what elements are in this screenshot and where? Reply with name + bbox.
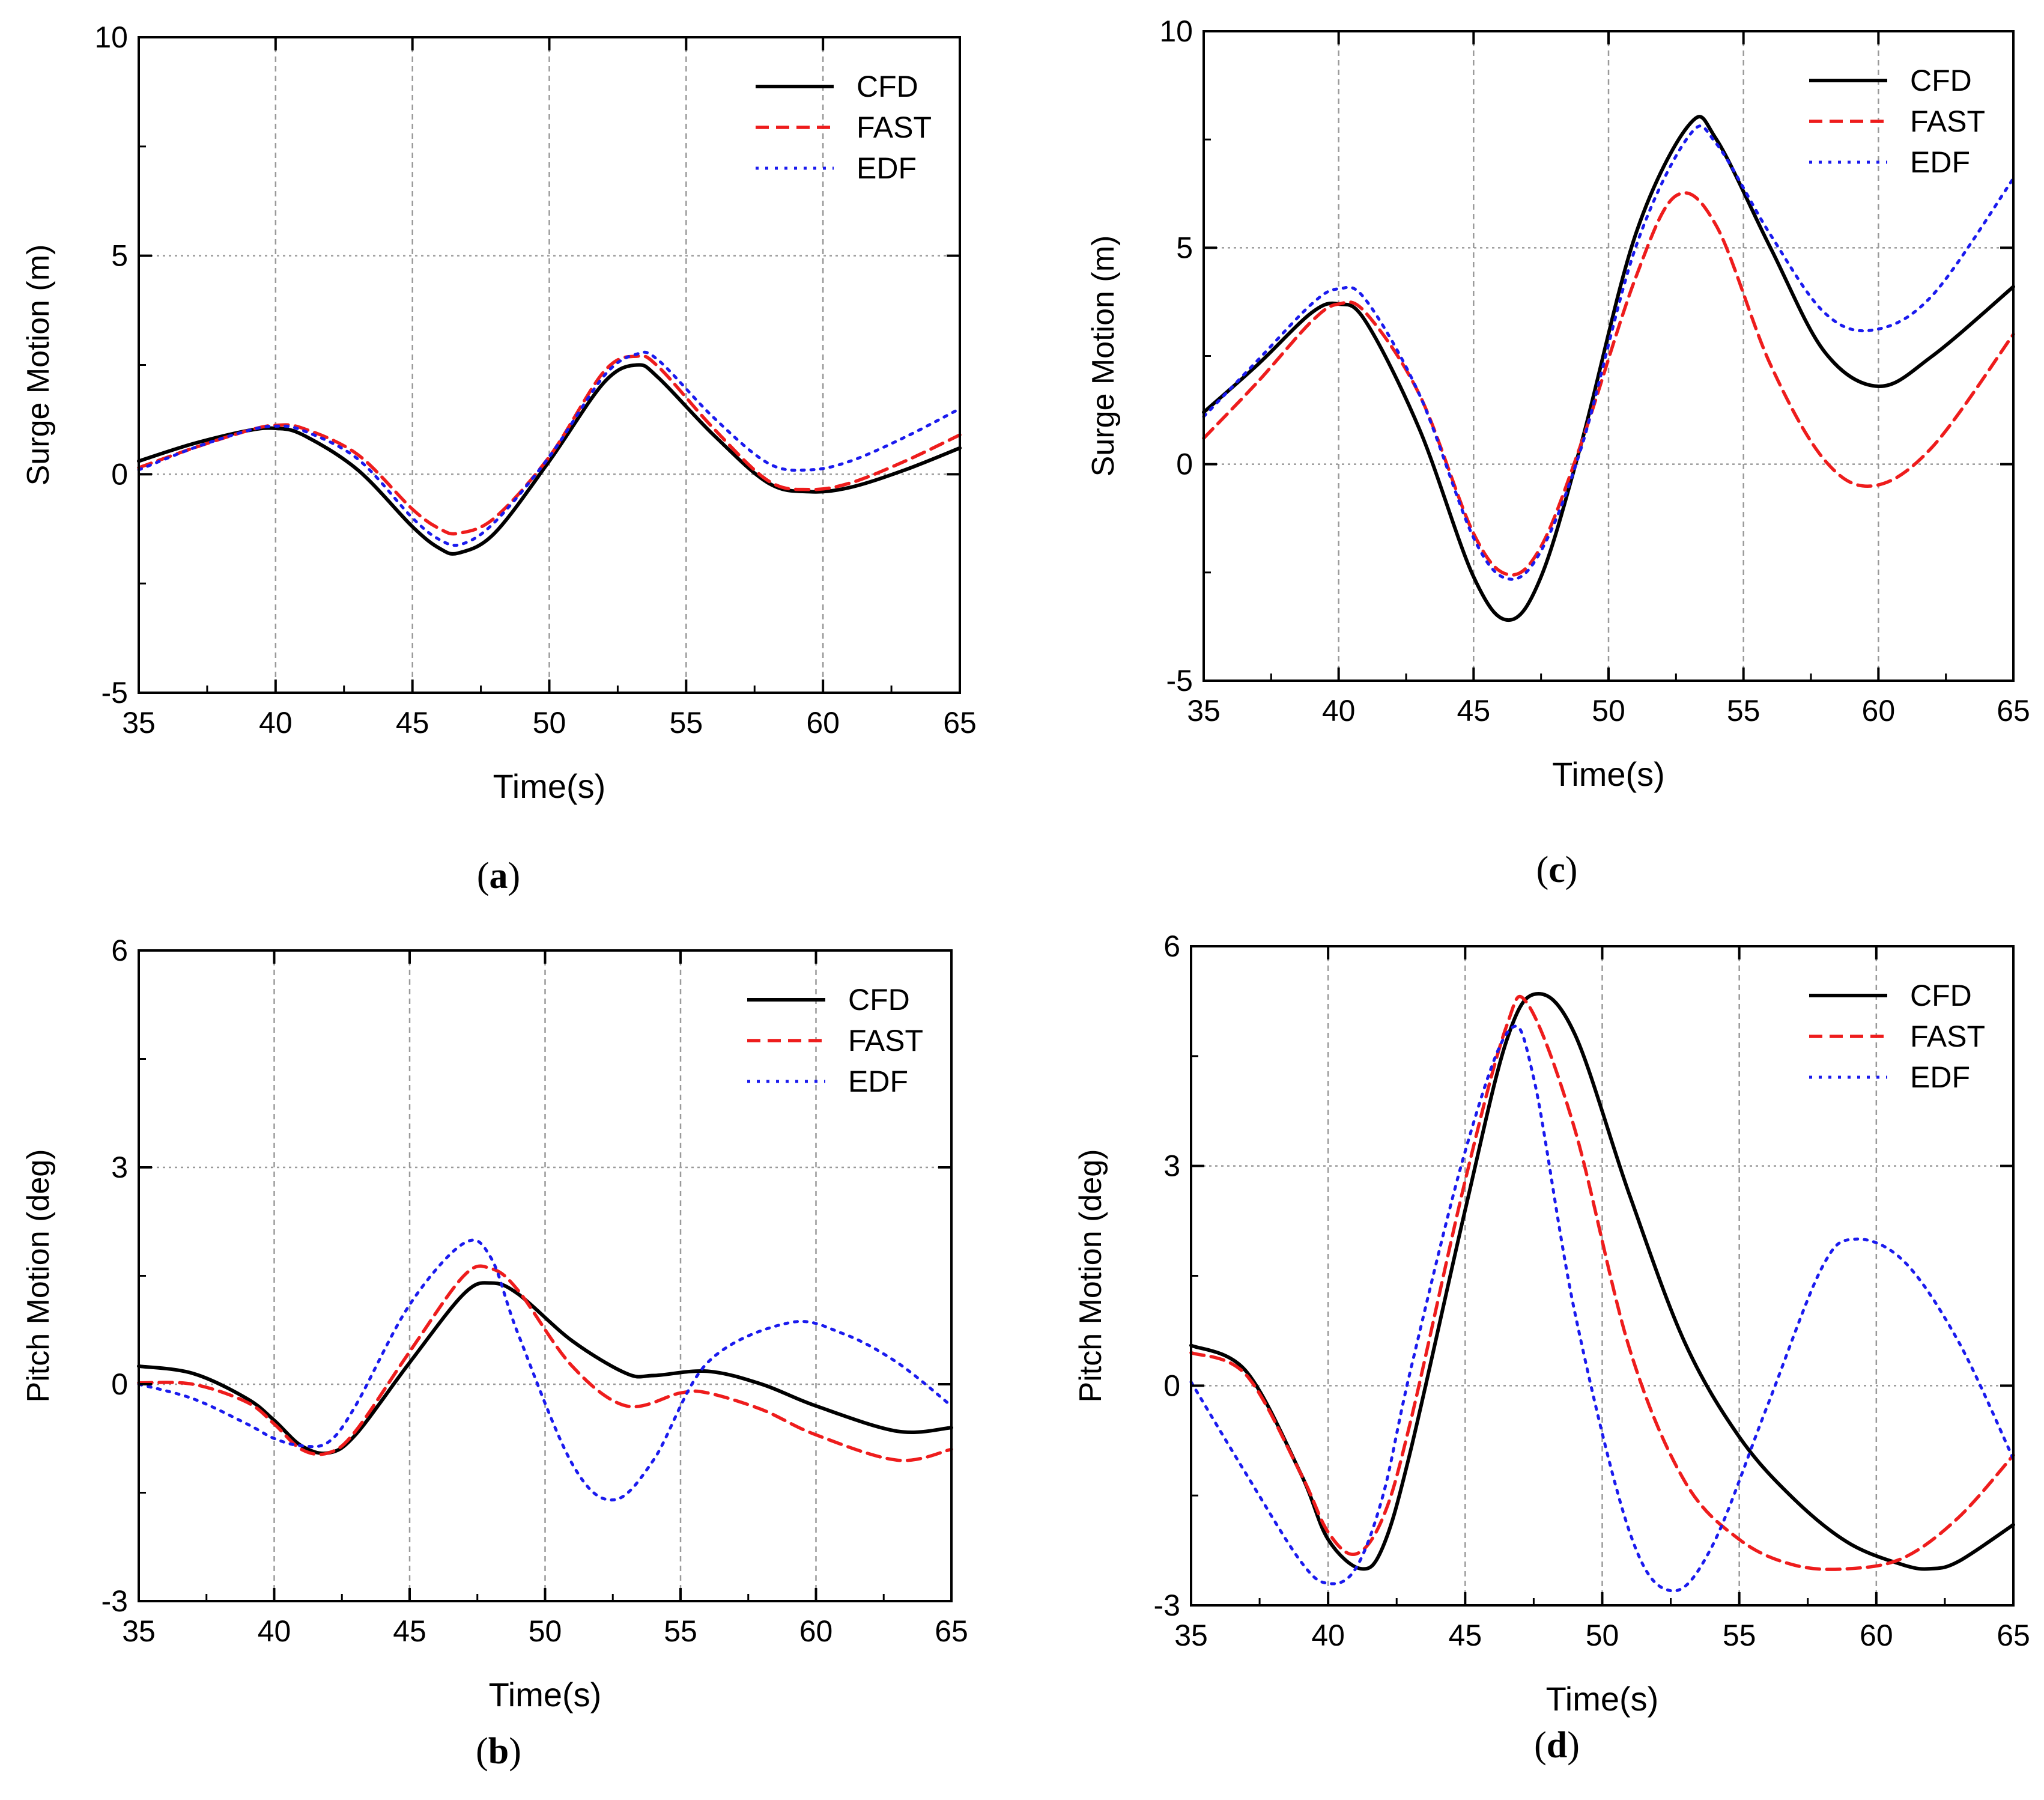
series-line-edf	[1202, 124, 2015, 581]
y-tick-label: 0	[1163, 1369, 1180, 1402]
legend-label-fast: FAST	[857, 111, 932, 144]
x-axis-label: Time(s)	[1552, 755, 1665, 793]
x-axis-label: Time(s)	[493, 767, 606, 805]
x-tick-label: 55	[664, 1614, 697, 1648]
x-tick-label: 50	[1592, 694, 1625, 728]
y-tick-label: 5	[1176, 231, 1193, 264]
x-tick-label: 55	[1723, 1619, 1756, 1652]
chart-c: 35 40 45 50 55 60 65 -5 0 5 10 Time(s) Surge Motion …	[1086, 14, 2030, 890]
panel-caption: (d)	[1534, 1725, 1580, 1766]
y-tick-label: 10	[1159, 14, 1193, 48]
x-tick-label: 60	[799, 1614, 833, 1648]
y-tick-label: 3	[111, 1151, 128, 1184]
series-line-cfd	[1189, 992, 2015, 1571]
x-tick-label: 65	[1997, 1619, 2030, 1652]
y-axis-label: Pitch Motion (deg)	[1073, 1149, 1108, 1403]
x-tick-label: 45	[396, 706, 429, 740]
legend-label-cfd: CFD	[857, 70, 918, 103]
y-tick-label: 6	[1163, 929, 1180, 963]
y-tick-label: -3	[102, 1584, 128, 1618]
x-tick-label: 35	[122, 1614, 156, 1648]
y-tick-label: 6	[111, 934, 128, 967]
x-tick-label: 35	[1187, 694, 1221, 728]
legend-label-fast: FAST	[1910, 105, 1985, 138]
y-axis-label: Surge Motion (m)	[21, 245, 56, 486]
x-tick-label: 45	[393, 1614, 426, 1648]
y-tick-label: 5	[111, 239, 128, 273]
legend-label-cfd: CFD	[848, 983, 910, 1017]
x-tick-label: 65	[935, 1614, 968, 1648]
x-tick-label: 55	[670, 706, 703, 740]
series-line-edf	[137, 1238, 953, 1502]
series-line-cfd	[137, 363, 962, 556]
series-line-fast	[1189, 994, 2015, 1571]
y-tick-label: -3	[1154, 1589, 1180, 1622]
panel-caption: (a)	[477, 856, 520, 896]
x-tick-label: 60	[1860, 1619, 1893, 1652]
chart-d: 35 40 45 50 55 60 65 -3 0 3 6 Time(s) Pitch Motion (…	[1073, 929, 2030, 1766]
x-tick-label: 45	[1449, 1619, 1482, 1652]
panel-caption: (b)	[476, 1731, 521, 1772]
x-tick-label: 50	[529, 1614, 562, 1648]
x-tick-label: 40	[259, 706, 293, 740]
y-axis-label: Pitch Motion (deg)	[21, 1149, 56, 1403]
legend-label-edf: EDF	[857, 151, 917, 185]
series-line-cfd	[137, 1281, 953, 1456]
chart-a: 35 40 45 50 55 60 65 -5 0 5 10 Time(s) Surge Motion …	[21, 20, 977, 896]
x-tick-label: 40	[1322, 694, 1356, 728]
legend-label-edf: EDF	[1910, 1060, 1970, 1094]
series-line-edf	[1189, 1024, 2015, 1593]
y-tick-label: 10	[94, 20, 128, 54]
legend-label-cfd: CFD	[1910, 979, 1972, 1012]
legend-label-cfd: CFD	[1910, 64, 1972, 97]
x-tick-label: 60	[1862, 694, 1896, 728]
legend-label-edf: EDF	[848, 1065, 908, 1098]
legend-label-fast: FAST	[848, 1024, 923, 1057]
x-axis-label: Time(s)	[489, 1676, 602, 1713]
x-tick-label: 60	[806, 706, 840, 740]
y-tick-label: 0	[111, 1367, 128, 1401]
x-tick-label: 35	[122, 706, 156, 740]
x-tick-label: 40	[258, 1614, 291, 1648]
y-axis-label: Surge Motion (m)	[1086, 236, 1121, 477]
panel-caption: (c)	[1536, 850, 1578, 890]
x-tick-label: 40	[1311, 1619, 1345, 1652]
x-tick-label: 65	[943, 706, 977, 740]
x-tick-label: 50	[1586, 1619, 1619, 1652]
x-tick-label: 65	[1997, 694, 2030, 728]
y-tick-label: 0	[1176, 448, 1193, 481]
y-tick-label: -5	[102, 676, 128, 710]
y-tick-label: -5	[1166, 664, 1193, 698]
legend-label-edf: EDF	[1910, 145, 1970, 179]
y-tick-label: 3	[1163, 1149, 1180, 1183]
x-axis-label: Time(s)	[1546, 1680, 1659, 1718]
x-tick-label: 45	[1457, 694, 1491, 728]
series-line-edf	[137, 350, 962, 547]
x-tick-label: 55	[1727, 694, 1760, 728]
series-line-fast	[137, 1264, 953, 1462]
y-tick-label: 0	[111, 457, 128, 491]
x-tick-label: 50	[533, 706, 566, 740]
chart-b: 35 40 45 50 55 60 65 -3 0 3 6 Time(s) Pitch Motion (…	[21, 934, 968, 1772]
x-tick-label: 35	[1174, 1619, 1208, 1652]
legend-label-fast: FAST	[1910, 1020, 1985, 1053]
